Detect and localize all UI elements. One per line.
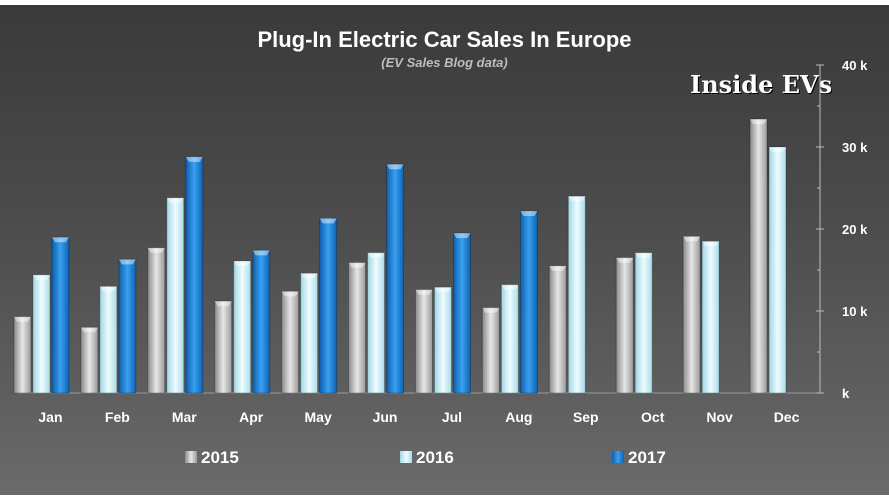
- bar-bevel: [750, 119, 768, 125]
- x-tick-label: Aug: [505, 409, 532, 425]
- x-tick-label: Sep: [573, 409, 599, 425]
- x-tick-label: Oct: [641, 409, 665, 425]
- bar-bevel: [549, 265, 567, 271]
- inside-evs-logo: Inside EVs: [690, 70, 833, 99]
- bar-2016-Sep: [567, 195, 586, 394]
- legend-swatch-2017: [612, 451, 624, 463]
- bar-bevel: [118, 259, 136, 265]
- y-tick-label: 10 k: [842, 304, 868, 319]
- bar-bevel: [386, 164, 404, 170]
- bar-bevel: [367, 252, 385, 258]
- legend-swatch-2015: [185, 451, 197, 463]
- bar-bevel: [520, 210, 538, 216]
- bar-2016-Apr: [233, 260, 252, 394]
- x-tick-label: Dec: [774, 409, 800, 425]
- bar-2015-Feb: [80, 326, 99, 394]
- bar-2015-Apr: [214, 300, 233, 394]
- bar-2015-Oct: [615, 257, 634, 394]
- bar-bevel: [702, 241, 720, 247]
- legend-label-2017: 2017: [628, 448, 666, 467]
- bar-2017-Jun: [386, 163, 405, 394]
- bar-2016-Oct: [634, 252, 653, 394]
- x-tick-label: Jan: [38, 409, 62, 425]
- y-tick-label: 20 k: [842, 222, 868, 237]
- bar-2015-Mar: [147, 247, 166, 394]
- y-tick-label: 30 k: [842, 140, 868, 155]
- x-tick-label: Apr: [239, 409, 264, 425]
- bar-bevel: [415, 289, 433, 295]
- bar-2015-May: [281, 290, 300, 394]
- bar-2015-Jun: [348, 262, 367, 394]
- legend-label-2016: 2016: [416, 448, 454, 467]
- bar-2016-Dec: [768, 146, 787, 394]
- chart-subtitle: (EV Sales Blog data): [381, 55, 508, 70]
- bar-2016-Nov: [701, 240, 720, 394]
- bar-plot: k 10 k 20 k 30 k 40 k Jan Feb Mar Apr May Jun Jul Au…: [13, 58, 868, 467]
- x-tick-label: Jul: [442, 409, 462, 425]
- x-tick-label: Mar: [172, 409, 197, 425]
- bar-2016-Jul: [433, 286, 452, 394]
- x-tick-label: May: [305, 409, 332, 425]
- bar-2015-Jul: [414, 289, 433, 394]
- bar-bevel: [501, 284, 519, 290]
- bar-2017-Feb: [118, 258, 137, 394]
- bar-bevel: [434, 287, 452, 293]
- bar-bevel: [683, 236, 701, 242]
- bar-2017-May: [319, 217, 338, 394]
- bar-2015-Jan: [13, 316, 32, 394]
- x-tick-label: Jun: [373, 409, 398, 425]
- bar-bevel: [453, 233, 471, 239]
- bar-bevel: [281, 291, 299, 297]
- bar-bevel: [80, 327, 98, 333]
- bar-bevel: [166, 197, 184, 203]
- bar-bevel: [13, 316, 31, 322]
- bar-2017-Aug: [519, 210, 538, 394]
- bar-2017-Apr: [252, 249, 271, 394]
- bar-2016-Jun: [367, 252, 386, 394]
- bar-bevel: [185, 156, 203, 162]
- bar-2016-May: [300, 272, 319, 394]
- bar-2016-Jan: [32, 274, 51, 394]
- bar-2015-Sep: [548, 265, 567, 394]
- chart-area: Plug-In Electric Car Sales In Europe (EV…: [0, 5, 889, 495]
- legend-label-2015: 2015: [201, 448, 239, 467]
- bar-bevel: [32, 274, 50, 280]
- bar-bevel: [348, 262, 366, 268]
- bar-bevel: [51, 237, 69, 243]
- bar-bevel: [568, 196, 586, 202]
- bar-2016-Mar: [166, 197, 185, 394]
- bar-bevel: [635, 252, 653, 258]
- bar-2016-Aug: [500, 284, 519, 394]
- bar-bevel: [769, 147, 787, 152]
- bar-bevel: [214, 301, 232, 307]
- bar-bevel: [147, 247, 165, 253]
- bar-bevel: [616, 257, 634, 263]
- bar-2017-Jan: [51, 236, 70, 394]
- x-tick-label: Nov: [706, 409, 733, 425]
- bar-2015-Dec: [749, 118, 768, 394]
- bar-2015-Nov: [682, 235, 701, 394]
- chart-title: Plug-In Electric Car Sales In Europe: [257, 27, 632, 52]
- y-tick-label: 40 k: [842, 58, 868, 73]
- bar-bevel: [482, 307, 500, 313]
- bar-2017-Mar: [185, 156, 204, 394]
- bar-bevel: [233, 260, 251, 266]
- x-tick-label: Feb: [105, 409, 130, 425]
- bar-2016-Feb: [99, 285, 118, 394]
- y-tick-label: k: [842, 386, 850, 401]
- bar-2015-Aug: [481, 307, 500, 394]
- bar-2017-Jul: [452, 232, 471, 394]
- bar-bevel: [252, 250, 270, 256]
- bar-bevel: [300, 273, 318, 279]
- bar-bevel: [319, 218, 337, 224]
- legend-swatch-2016: [400, 451, 412, 463]
- bar-bevel: [99, 286, 117, 292]
